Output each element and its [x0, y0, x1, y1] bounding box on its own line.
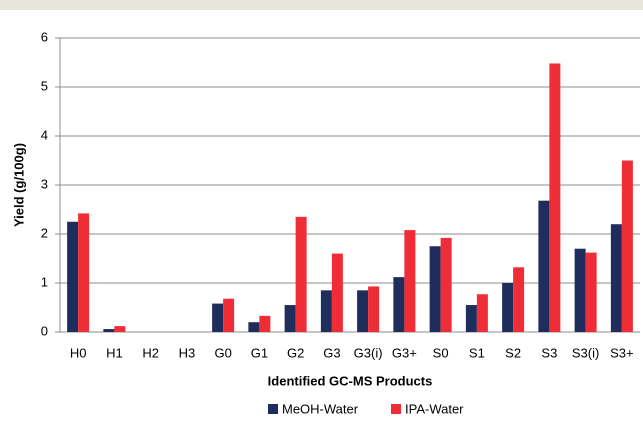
bar: [393, 277, 405, 332]
bar: [440, 237, 452, 332]
y-tick-label: 1: [41, 274, 48, 289]
bar: [513, 267, 525, 332]
top-band: [0, 0, 643, 10]
x-axis-title: Identified GC-MS Products: [268, 373, 433, 388]
bar: [331, 253, 343, 332]
bar: [476, 294, 488, 332]
x-tick-label: S3(i): [572, 345, 599, 360]
bar: [320, 290, 332, 332]
bar: [549, 63, 561, 332]
y-tick-label: 6: [41, 29, 48, 44]
bar: [465, 305, 477, 332]
bar: [212, 303, 224, 332]
y-tick-label: 2: [41, 225, 48, 240]
x-tick-label: H1: [106, 345, 123, 360]
x-tick-label: G3(i): [354, 345, 383, 360]
bar: [610, 224, 622, 332]
bar: [404, 230, 416, 332]
x-tick-label: H0: [70, 345, 87, 360]
x-tick-label: S3: [541, 345, 557, 360]
y-tick-label: 4: [41, 127, 48, 142]
bar: [502, 283, 514, 332]
x-tick-label: G0: [214, 345, 231, 360]
bar: [259, 315, 271, 332]
y-tick-label: 5: [41, 78, 48, 93]
bar: [284, 305, 296, 332]
bar: [574, 248, 586, 332]
bar: [585, 252, 597, 332]
legend-swatch: [391, 404, 401, 414]
bar: [429, 246, 441, 332]
bar: [67, 221, 79, 332]
x-tick-label: G1: [251, 345, 268, 360]
bar: [248, 322, 260, 332]
legend-label: MeOH-Water: [282, 401, 359, 416]
x-tick-label: S1: [469, 345, 485, 360]
y-tick-label: 0: [41, 323, 48, 338]
bar: [223, 298, 235, 332]
legend-swatch: [268, 404, 278, 414]
bar: [114, 326, 126, 332]
x-tick-label: G3: [323, 345, 340, 360]
x-tick-label: H2: [142, 345, 159, 360]
bar: [357, 290, 369, 332]
bar: [368, 286, 380, 332]
legend-label: IPA-Water: [405, 401, 464, 416]
bar: [103, 329, 115, 332]
x-tick-label: G2: [287, 345, 304, 360]
y-tick-label: 3: [41, 176, 48, 191]
y-axis-title: Yield (g/100g): [11, 143, 26, 227]
bar: [295, 216, 307, 332]
x-tick-label: S0: [433, 345, 449, 360]
bar: [538, 200, 550, 332]
x-tick-label: H3: [179, 345, 196, 360]
x-tick-label: S3+: [610, 345, 634, 360]
x-tick-label: G3+: [392, 345, 417, 360]
bar: [621, 160, 633, 332]
x-tick-label: S2: [505, 345, 521, 360]
bar: [78, 213, 90, 332]
